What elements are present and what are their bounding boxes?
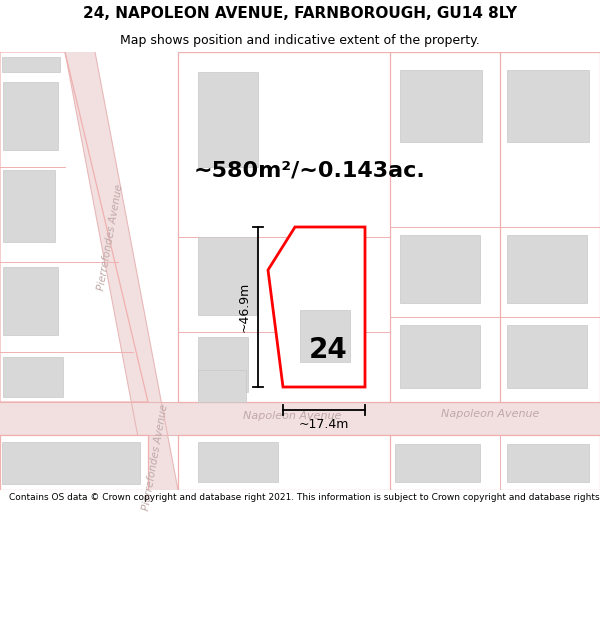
Bar [2,57,60,72]
Text: Pierrefondes Avenue: Pierrefondes Avenue [96,183,124,291]
Text: Map shows position and indicative extent of the property.: Map shows position and indicative extent… [120,34,480,47]
Bar [3,267,58,335]
Text: 24, NAPOLEON AVENUE, FARNBOROUGH, GU14 8LY: 24, NAPOLEON AVENUE, FARNBOROUGH, GU14 8… [83,6,517,21]
Bar [198,337,248,392]
Bar [0,402,600,435]
Bar [507,70,589,142]
Bar [3,357,63,397]
Text: Pierrefondes Avenue: Pierrefondes Avenue [141,403,169,511]
Bar [400,325,480,388]
Bar [2,442,140,484]
Bar [178,435,600,490]
Bar [507,325,587,388]
Bar [198,370,246,402]
Bar [300,310,350,362]
Text: ~46.9m: ~46.9m [238,282,251,332]
Bar [507,444,589,482]
Bar [395,444,480,482]
Bar [198,72,258,167]
Polygon shape [268,227,365,387]
Bar [400,70,482,142]
Bar [198,237,256,315]
Text: Napoleon Avenue: Napoleon Avenue [441,409,539,419]
Text: Napoleon Avenue: Napoleon Avenue [243,411,341,421]
Bar [507,235,587,303]
Bar [3,170,55,242]
Bar [400,235,480,303]
Bar [3,82,58,150]
Bar [178,52,600,402]
Text: ~17.4m: ~17.4m [299,418,349,431]
Text: ~580m²/~0.143ac.: ~580m²/~0.143ac. [194,160,426,180]
Text: 24: 24 [308,336,347,364]
Text: Contains OS data © Crown copyright and database right 2021. This information is : Contains OS data © Crown copyright and d… [9,492,600,502]
Bar [0,435,148,490]
Polygon shape [65,52,178,490]
Bar [198,442,278,482]
